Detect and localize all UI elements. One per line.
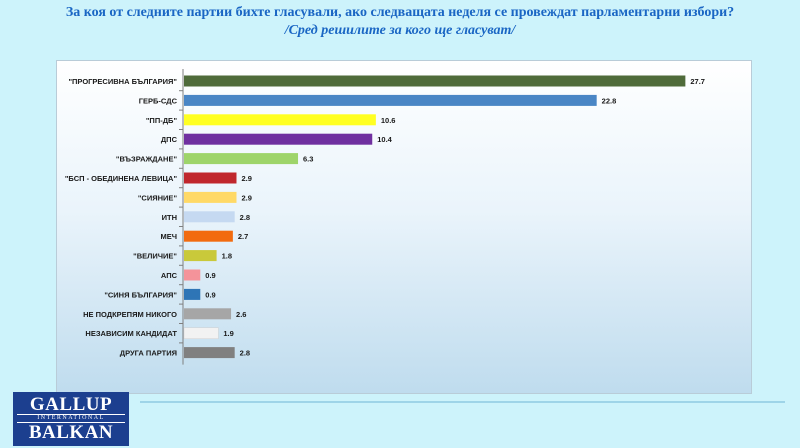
value-label: 1.9 <box>223 329 233 338</box>
category-label: "ПРОГРЕСИВНА БЪЛГАРИЯ" <box>68 77 177 86</box>
category-label: "ВЕЛИЧИЕ" <box>133 252 177 261</box>
category-label: ИТН <box>162 213 177 222</box>
bar <box>184 288 201 300</box>
bar <box>183 327 219 339</box>
category-label: "ВЪЗРАЖДАНЕ" <box>116 155 178 164</box>
category-label: ДРУГА ПАРТИЯ <box>120 349 177 358</box>
category-label: НЕЗАВИСИМ КАНДИДАТ <box>85 329 177 338</box>
value-label: 2.8 <box>240 213 250 222</box>
value-label: 2.6 <box>236 310 246 319</box>
value-label: 2.7 <box>238 232 248 241</box>
value-label: 10.4 <box>377 135 392 144</box>
gallup-logo: GALLUP INTERNATIONAL BALKAN <box>13 392 129 446</box>
bar <box>184 269 201 281</box>
chart-panel: "ПРОГРЕСИВНА БЪЛГАРИЯ" 27.7 ГЕРБ-СДС 22.8 "П… <box>56 60 752 394</box>
bar <box>184 172 237 184</box>
logo-line-3: BALKAN <box>28 422 114 443</box>
logo-line-2: INTERNATIONAL <box>17 414 125 423</box>
title-line: За коя от следните партии бихте гласувал… <box>65 5 735 20</box>
category-label: АПС <box>161 271 178 280</box>
subtitle-line: /Сред решилите за кого ще гласуват/ <box>284 23 516 38</box>
chart-title: За коя от следните партии бихте гласувал… <box>0 4 800 40</box>
bar <box>184 191 237 203</box>
category-label: НЕ ПОДКРЕПЯМ НИКОГО <box>83 310 177 319</box>
value-label: 2.9 <box>241 174 251 183</box>
category-label: "СИНЯ БЪЛГАРИЯ" <box>104 290 177 299</box>
bar <box>184 114 376 126</box>
divider-line <box>140 401 785 403</box>
value-label: 1.8 <box>222 252 232 261</box>
bar <box>184 308 232 320</box>
category-label: "ПП-ДБ" <box>146 116 178 125</box>
bar <box>184 347 235 359</box>
value-label: 22.8 <box>602 96 617 105</box>
bar <box>184 230 233 242</box>
bar-chart: "ПРОГРЕСИВНА БЪЛГАРИЯ" 27.7 ГЕРБ-СДС 22.8 "П… <box>65 69 705 365</box>
value-label: 10.6 <box>381 116 396 125</box>
bar <box>184 75 686 87</box>
category-label: ДПС <box>161 135 178 144</box>
value-label: 2.9 <box>241 193 251 202</box>
bar <box>184 133 373 145</box>
category-label: "СИЯНИЕ" <box>138 193 178 202</box>
logo-line-1: GALLUP <box>29 394 113 415</box>
value-label: 0.9 <box>205 290 215 299</box>
value-label: 27.7 <box>690 77 705 86</box>
category-label: "БСП - ОБЕДИНЕНА ЛЕВИЦА" <box>65 174 178 183</box>
category-label: ГЕРБ-СДС <box>139 96 178 105</box>
value-label: 2.8 <box>240 349 250 358</box>
bar <box>184 94 597 106</box>
bar <box>184 153 299 165</box>
category-label: МЕЧ <box>160 232 177 241</box>
bar <box>184 250 217 262</box>
bar <box>184 211 235 223</box>
value-label: 0.9 <box>205 271 215 280</box>
value-label: 6.3 <box>303 155 313 164</box>
